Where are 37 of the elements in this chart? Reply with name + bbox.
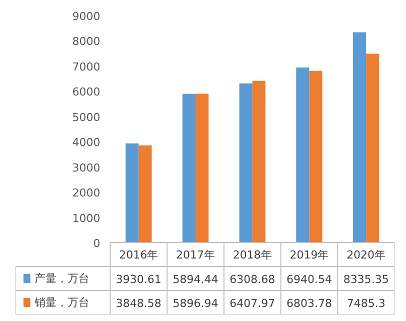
data-label: 3848.58 [116,297,162,310]
y-tick-label: 3000 [72,161,100,174]
legend-label: 产量，万台 [34,272,90,285]
y-tick-label: 2000 [72,186,100,200]
bar [252,80,266,242]
x-tick-label: 2019年 [290,248,329,262]
data-label: 5896.94 [172,297,218,310]
data-label: 6940.54 [286,273,332,286]
bar [366,54,380,242]
data-label: 6803.78 [286,297,332,310]
x-tick-label: 2017年 [176,248,216,262]
data-label: 3930.61 [116,273,162,286]
data-label: 8335.35 [343,273,389,286]
y-tick-label: 8000 [72,35,100,48]
bar [182,94,196,242]
x-tick-label: 2018年 [232,248,272,262]
y-tick-label: 4000 [72,136,100,150]
data-label: 5894.44 [172,273,218,286]
y-tick-label: 6000 [72,86,100,99]
bar [138,145,152,242]
bar [296,67,310,242]
data-label: 6407.97 [230,297,276,310]
y-tick-label: 7000 [72,60,100,74]
legend-label: 销量，万台 [33,296,90,309]
bar [309,70,322,242]
bar [126,143,139,242]
bar [196,94,209,242]
y-tick-label: 1000 [72,212,100,225]
data-label: 7485.3 [346,297,386,310]
data-label: 6308.68 [230,273,276,286]
y-tick-label: 5000 [72,110,100,124]
x-tick-label: 2020年 [346,248,386,262]
bar [239,83,252,242]
y-tick-label: 0 [93,237,100,250]
x-tick-label: 2016年 [119,248,158,262]
bar [353,32,366,242]
y-tick-label: 9000 [72,10,100,23]
